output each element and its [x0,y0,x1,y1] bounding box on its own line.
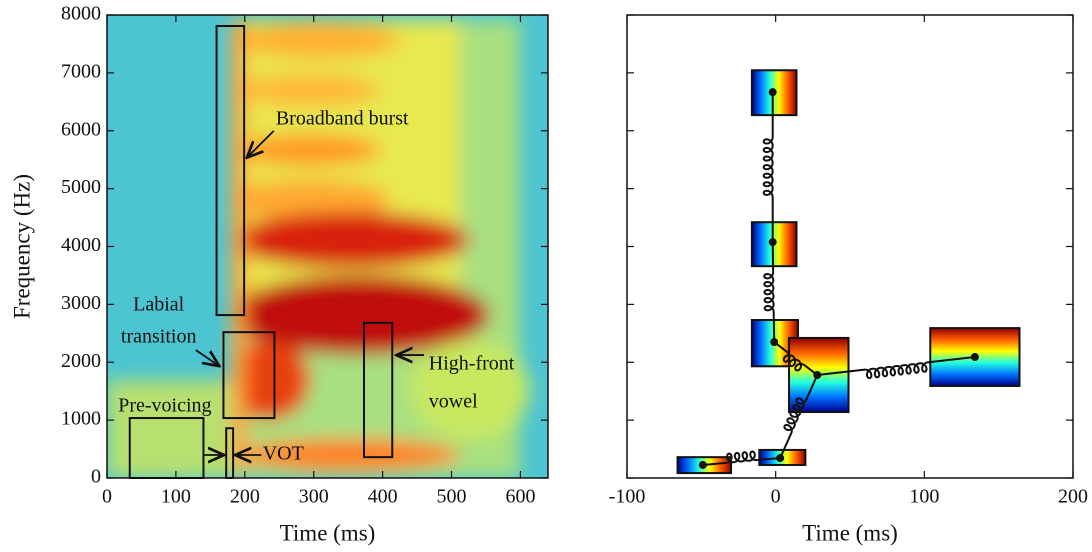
annotation-text: transition [121,326,197,348]
x-tick-label: 500 [437,486,467,508]
x-tick-label: 600 [505,486,535,508]
annotation-text: vowel [429,391,478,413]
node [770,338,779,347]
x-tick-label: 200 [1058,486,1088,508]
annotation-text: Pre-voicing [118,395,211,417]
annotation-arrow [247,130,275,158]
annotation-box [363,321,394,459]
annotation-box [222,331,276,420]
y-axis-label: Frequency (Hz) [9,174,34,319]
spring [773,341,818,376]
node-box [750,221,798,268]
node [768,238,777,247]
spectrogram-image [107,15,548,478]
node [768,88,777,97]
plot-frame [626,14,1074,479]
y-tick-label: 0 [91,466,101,488]
annotation-arrow [195,349,219,366]
spring [817,356,975,380]
x-tick-label: -100 [609,486,646,508]
y-tick-label: 3000 [61,292,101,314]
spring [762,92,774,243]
annotation-text: VOT [263,443,304,465]
x-tick-label: 100 [909,486,939,508]
spring [779,374,819,459]
y-tick-label: 8000 [61,3,101,25]
y-tick-label: 2000 [61,350,101,372]
x-axis-label: Time (ms) [802,520,898,545]
annotation-text: Labial [133,294,185,316]
annotation-text: Broadband burst [276,107,409,129]
x-tick-label: 100 [161,486,191,508]
node [970,353,979,362]
y-tick-label: 7000 [61,60,101,82]
x-tick-label: 400 [368,486,398,508]
plot-frame [106,14,549,479]
y-tick-label: 4000 [61,234,101,256]
x-tick-label: 200 [230,486,260,508]
x-axis-label: Time (ms) [280,520,376,545]
node [776,454,785,463]
node [698,460,707,469]
x-tick-label: 0 [102,486,112,508]
x-tick-label: 300 [299,486,329,508]
y-tick-label: 6000 [61,118,101,140]
annotation-text: High-front [429,353,515,375]
x-tick-label: 0 [771,486,781,508]
spring [763,242,776,343]
spring [702,450,781,466]
y-tick-label: 5000 [61,176,101,198]
y-tick-label: 1000 [61,408,101,430]
annotation-box [215,24,246,317]
node [813,371,822,380]
